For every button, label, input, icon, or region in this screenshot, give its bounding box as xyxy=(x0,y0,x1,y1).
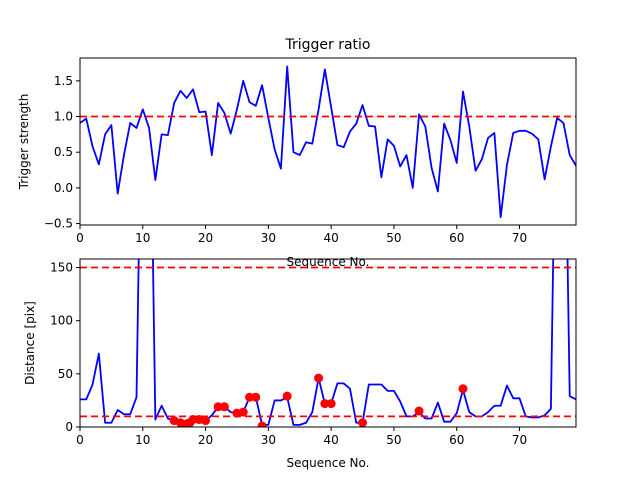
trigger-y-tick-label: −0.5 xyxy=(44,217,73,231)
trigger-series-line xyxy=(80,65,576,219)
distance-y-axis-label: Distance [pix] xyxy=(23,301,37,385)
trigger-ratio-chart: 0 10 20 30 40 50 60 70 −0.5 0.0 0.5 1.0 1.5 Trigger … xyxy=(17,37,577,269)
trigger-plot-frame xyxy=(79,57,577,226)
distance-x-tick-label: 30 xyxy=(261,433,276,447)
trigger-x-tick-label: 40 xyxy=(323,231,338,245)
distance-marker-point xyxy=(314,373,324,383)
trigger-x-tick-label: 30 xyxy=(261,231,276,245)
distance-marker-point xyxy=(282,391,292,401)
distance-x-tick-label: 40 xyxy=(323,433,338,447)
trigger-x-tick-label: 0 xyxy=(76,231,84,245)
distance-x-tick-label: 10 xyxy=(135,433,150,447)
trigger-plot-area xyxy=(80,65,576,219)
distance-plot-area xyxy=(80,259,576,427)
distance-marker-point xyxy=(188,415,198,425)
distance-marker-point xyxy=(251,392,261,402)
distance-chart: 0 10 20 30 40 50 60 70 0 50 100 150 Sequence No. Di… xyxy=(23,258,577,470)
trigger-y-tick-label: 1.5 xyxy=(54,74,73,88)
trigger-x-tick-label: 10 xyxy=(135,231,150,245)
distance-axes-ticks: 0 10 20 30 40 50 60 70 0 50 100 150 xyxy=(50,261,527,447)
distance-marker-point xyxy=(219,402,229,412)
trigger-chart-title: Trigger ratio xyxy=(284,37,370,53)
distance-marker-point xyxy=(458,384,468,394)
trigger-axes-ticks: 0 10 20 30 40 50 60 70 −0.5 0.0 0.5 1.0 1.5 xyxy=(44,74,527,245)
distance-marker-point xyxy=(213,402,223,412)
distance-y-tick-label: 100 xyxy=(50,314,73,328)
distance-x-axis-label: Sequence No. xyxy=(287,456,370,470)
trigger-x-tick-label: 20 xyxy=(198,231,213,245)
trigger-x-tick-label: 70 xyxy=(512,231,527,245)
distance-marker-point xyxy=(358,418,368,427)
distance-marker-point xyxy=(257,421,267,427)
trigger-y-tick-label: 1.0 xyxy=(54,110,73,124)
trigger-x-tick-label: 50 xyxy=(386,231,401,245)
trigger-y-tick-label: 0.0 xyxy=(54,181,73,195)
distance-marker-point xyxy=(201,416,211,426)
distance-x-tick-label: 20 xyxy=(198,433,213,447)
distance-y-tick-label: 0 xyxy=(65,420,73,434)
distance-marker-point xyxy=(245,392,255,402)
trigger-y-tick-label: 0.5 xyxy=(54,145,73,159)
distance-x-tick-label: 70 xyxy=(512,433,527,447)
distance-plot-frame xyxy=(79,258,577,428)
distance-x-tick-label: 0 xyxy=(76,433,84,447)
distance-x-tick-label: 60 xyxy=(449,433,464,447)
distance-x-tick-label: 50 xyxy=(386,433,401,447)
distance-y-tick-label: 150 xyxy=(50,261,73,275)
distance-marker-point xyxy=(414,406,424,416)
trigger-x-tick-label: 60 xyxy=(449,231,464,245)
distance-y-tick-label: 50 xyxy=(58,367,73,381)
distance-marker-point xyxy=(326,399,336,409)
distance-marker-point xyxy=(320,399,330,409)
distance-marker-point xyxy=(238,407,248,417)
trigger-y-axis-label: Trigger strength xyxy=(17,94,31,191)
